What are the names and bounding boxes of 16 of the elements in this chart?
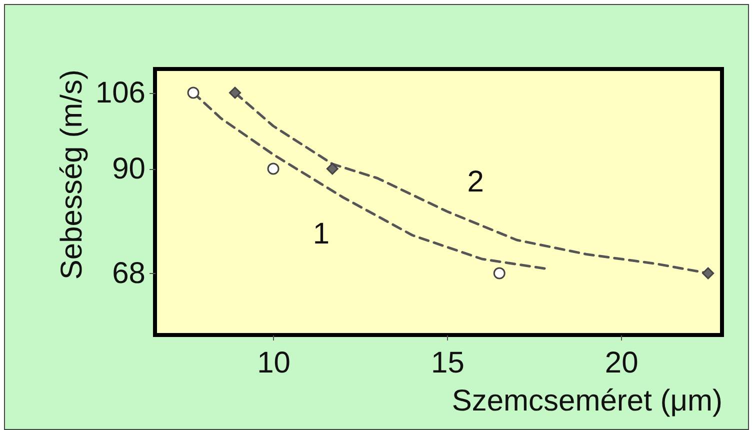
x-axis-title: Szemcseméret (μm) (452, 384, 722, 418)
x-tick-label: 15 (431, 346, 464, 380)
series-label: 1 (312, 217, 330, 250)
point (493, 267, 506, 280)
x-tick-label: 20 (604, 346, 638, 380)
point (229, 86, 241, 99)
y-tick-label: 68 (112, 256, 146, 290)
x-tick-label: 10 (257, 346, 290, 380)
y-axis-title: Sebesség (m/s) (55, 70, 88, 280)
point (702, 267, 714, 280)
point (187, 86, 200, 99)
point (267, 162, 280, 175)
series-label: 2 (467, 166, 484, 198)
point (326, 162, 338, 175)
y-tick-label: 90 (112, 152, 146, 186)
y-tick-label: 106 (95, 76, 146, 110)
